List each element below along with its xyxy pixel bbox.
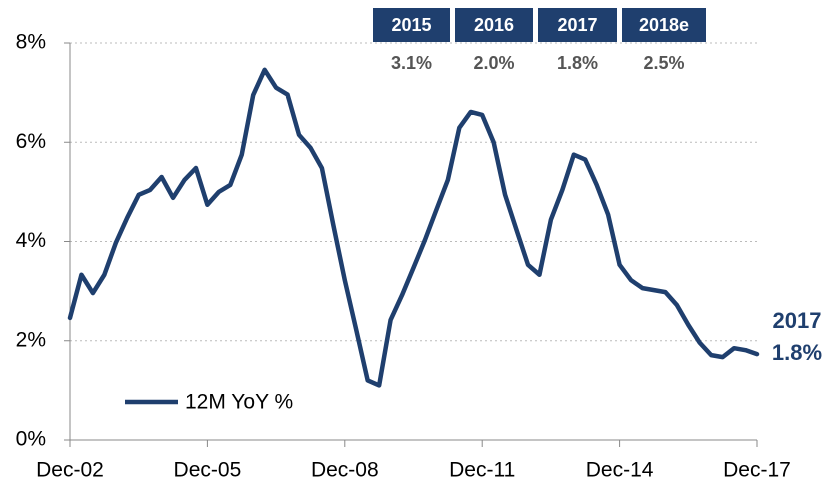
table-header-cell xyxy=(373,8,450,42)
table-header-cell xyxy=(622,8,706,42)
x-tick-label: Dec-08 xyxy=(311,459,379,482)
x-tick-label: Dec-17 xyxy=(723,459,791,482)
x-tick-label: Dec-14 xyxy=(586,459,654,482)
y-tick-label: 6% xyxy=(16,130,46,153)
table-header: 2016 xyxy=(474,15,514,35)
table-value: 3.1% xyxy=(391,53,432,73)
table-value: 2.0% xyxy=(473,53,514,73)
y-tick-label: 4% xyxy=(16,229,46,252)
table-value: 1.8% xyxy=(557,53,598,73)
line xyxy=(67,67,760,388)
x-tick-label: Dec-05 xyxy=(174,459,242,482)
table-header-cell xyxy=(538,8,617,42)
table-header: 2017 xyxy=(557,15,597,35)
annotation-value: 1.8% xyxy=(772,340,822,365)
x-tick-label: Dec-02 xyxy=(36,459,104,482)
y-tick-label: 8% xyxy=(16,31,46,54)
table-header-cell xyxy=(455,8,533,42)
table-header: 2015 xyxy=(391,15,431,35)
table-header: 2018e xyxy=(639,15,689,35)
x-tick-label: Dec-11 xyxy=(449,459,515,482)
y-tick-label: 2% xyxy=(16,328,46,351)
table-value: 2.5% xyxy=(643,53,684,73)
y-tick-label: 0% xyxy=(16,428,46,451)
legend-label: 12M YoY % xyxy=(185,391,293,414)
annotation-year: 2017 xyxy=(773,308,822,333)
